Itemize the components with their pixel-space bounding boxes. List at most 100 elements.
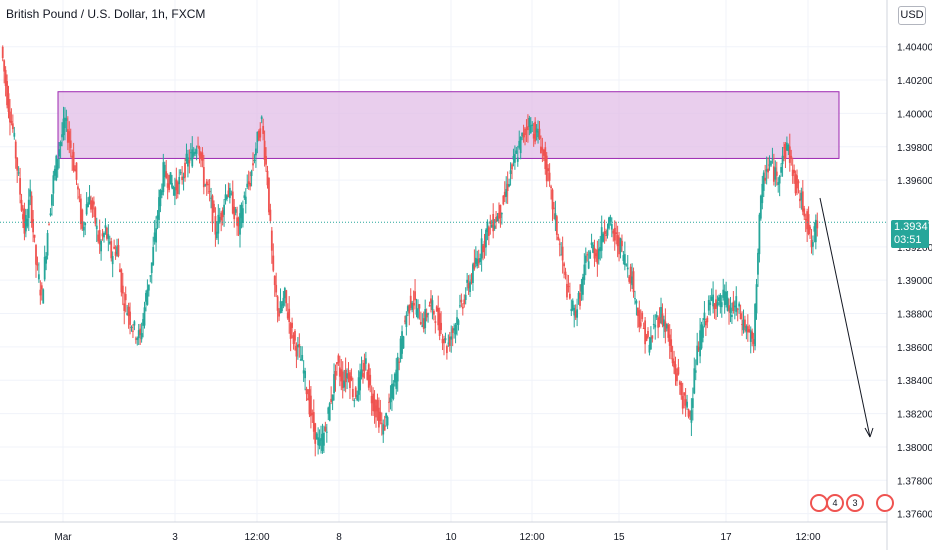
- candle-body: [722, 289, 725, 298]
- candle-body: [800, 192, 803, 201]
- candle-body: [153, 232, 156, 242]
- candle-body: [155, 228, 157, 243]
- candle-body: [137, 330, 140, 339]
- candle-body: [150, 262, 153, 273]
- candle-body: [597, 248, 600, 260]
- candle-body: [686, 401, 688, 408]
- candle-body: [642, 328, 645, 330]
- candle-body: [281, 304, 283, 312]
- candle-body: [331, 394, 334, 402]
- candle-body: [350, 376, 353, 381]
- candle-body: [631, 276, 633, 286]
- candle-body: [32, 219, 35, 233]
- candle-body: [13, 132, 16, 137]
- candle-body: [492, 214, 495, 232]
- economic-event-icon[interactable]: [876, 494, 894, 512]
- candle-body: [146, 289, 149, 305]
- candle-body: [111, 256, 114, 265]
- x-tick-label: 15: [613, 532, 625, 543]
- candle-body: [85, 204, 88, 215]
- candle-body: [349, 372, 351, 388]
- candle-body: [508, 184, 511, 187]
- candle-body: [765, 169, 768, 172]
- economic-event-icon[interactable]: 3: [846, 494, 864, 512]
- candle-body: [615, 232, 618, 235]
- candle-body: [590, 242, 593, 245]
- candle-body: [564, 271, 567, 275]
- y-tick-label: 1.39600: [897, 176, 932, 187]
- candle-body: [298, 344, 301, 348]
- candle-body: [317, 437, 320, 446]
- candle-body: [333, 374, 335, 394]
- candle-body: [269, 209, 272, 221]
- candle-body: [221, 210, 224, 218]
- y-tick-label: 1.38600: [897, 343, 932, 354]
- candle-body: [147, 284, 150, 291]
- candle-body: [622, 255, 625, 261]
- candle-body: [234, 209, 237, 213]
- candle-body: [145, 292, 147, 302]
- candle-body: [459, 305, 461, 307]
- candle-body: [696, 345, 699, 365]
- economic-event-icon[interactable]: 4: [826, 494, 844, 512]
- candle-body: [690, 410, 693, 423]
- candle-body: [466, 279, 469, 283]
- candle-body: [522, 133, 525, 138]
- candle-body: [210, 197, 212, 199]
- candle-body: [114, 251, 117, 256]
- candle-body: [529, 125, 532, 134]
- candle-body: [324, 426, 327, 431]
- candle-body: [797, 181, 800, 184]
- candle-body: [95, 225, 98, 230]
- candle-body: [418, 304, 421, 309]
- candle-body: [94, 207, 97, 224]
- y-tick-label: 1.40000: [897, 109, 932, 120]
- candle-body: [299, 359, 302, 361]
- candle-body: [742, 319, 745, 331]
- candle-body: [373, 399, 376, 412]
- candle-body: [500, 213, 503, 215]
- candle-body: [192, 152, 195, 156]
- candle-body: [169, 172, 172, 185]
- candle-body: [621, 240, 623, 247]
- candle-body: [247, 181, 250, 185]
- candle-body: [268, 177, 270, 213]
- candle-body: [366, 372, 369, 380]
- candle-body: [187, 157, 189, 167]
- candle-body: [540, 146, 542, 154]
- candle-body: [323, 432, 325, 446]
- x-tick-label: 3: [172, 532, 178, 543]
- candle-body: [152, 246, 155, 265]
- candle-body: [364, 358, 367, 364]
- candle-body: [461, 306, 464, 309]
- candle-body: [528, 117, 531, 128]
- candle-body: [353, 400, 356, 402]
- candle-body: [503, 191, 506, 198]
- candle-body: [121, 285, 124, 294]
- candle-body: [693, 368, 696, 394]
- candle-body: [292, 335, 295, 344]
- candle-body: [29, 189, 32, 197]
- candle-body: [396, 356, 399, 382]
- candle-body: [20, 199, 23, 211]
- candle-body: [746, 326, 749, 333]
- candle-body: [427, 313, 429, 315]
- currency-badge[interactable]: USD: [898, 6, 926, 25]
- candle-body: [545, 155, 548, 182]
- candle-body: [599, 246, 602, 252]
- candle-body: [661, 313, 664, 325]
- candle-body: [265, 156, 267, 165]
- candle-body: [88, 196, 91, 205]
- candle-body: [243, 195, 246, 198]
- candle-body: [658, 316, 661, 324]
- candle-body: [638, 310, 641, 327]
- candle-body: [325, 431, 328, 433]
- candle-body: [330, 398, 333, 403]
- candle-body: [69, 140, 72, 148]
- candle-body: [657, 317, 660, 328]
- candle-body: [276, 296, 279, 311]
- candle-body: [608, 217, 610, 229]
- candle-body: [165, 171, 168, 179]
- candle-body: [728, 305, 730, 312]
